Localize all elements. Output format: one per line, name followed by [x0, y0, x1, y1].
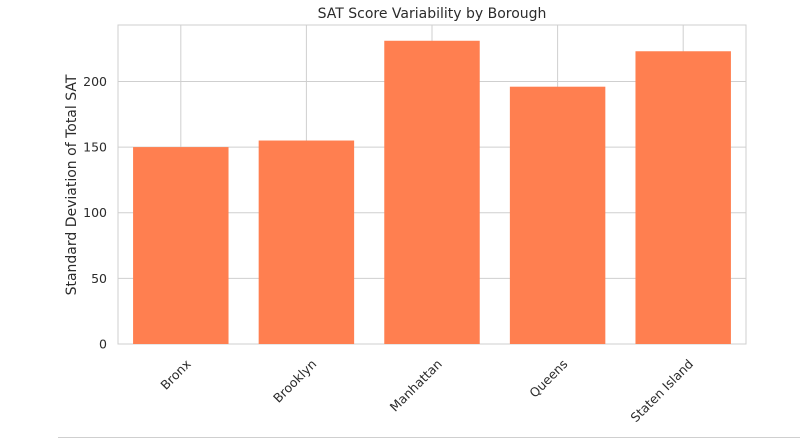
bar-staten-island: [635, 51, 731, 345]
bar-manhattan: [384, 40, 480, 345]
x-tick-label: Brooklyn: [270, 356, 319, 405]
y-axis-label: Standard Deviation of Total SAT: [64, 74, 80, 295]
bars: [133, 40, 731, 345]
bottom-strip: [58, 437, 800, 446]
bar-brooklyn: [258, 140, 355, 344]
x-tick-label: Queens: [526, 356, 570, 400]
x-tick-labels: Bronx Brooklyn Manhattan Queens Staten Islan…: [157, 356, 696, 425]
y-tick-label: 0: [99, 337, 107, 352]
chart-title: SAT Score Variability by Borough: [318, 6, 547, 22]
y-tick-label: 50: [91, 271, 107, 286]
y-tick-labels: 0 50 100 150 200: [83, 74, 107, 352]
x-tick-label: Bronx: [157, 356, 193, 392]
bar-bronx: [133, 147, 229, 344]
y-tick-label: 200: [83, 74, 107, 89]
x-tick-label: Staten Island: [627, 356, 696, 425]
bar-queens: [509, 86, 606, 344]
y-tick-label: 150: [83, 140, 107, 155]
x-tick-label: Manhattan: [387, 356, 445, 414]
y-tick-label: 100: [83, 205, 107, 220]
